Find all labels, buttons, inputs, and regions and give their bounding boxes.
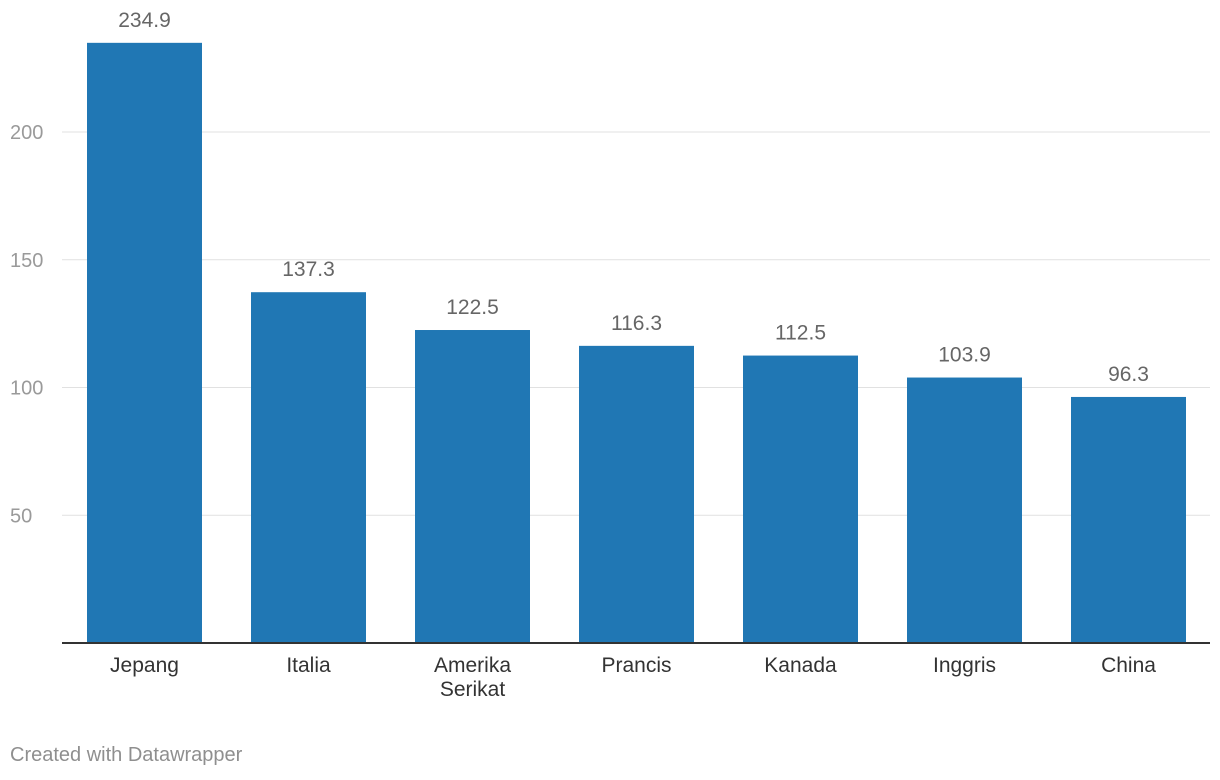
y-tick-label: 200: [10, 122, 43, 144]
category-label: Amerika Serikat: [434, 654, 511, 701]
value-label: 116.3: [611, 312, 662, 335]
bar: [579, 345, 694, 643]
value-label: 137.3: [282, 258, 335, 281]
category-label: China: [1101, 654, 1156, 677]
value-label: 234.9: [118, 9, 171, 32]
value-label: 103.9: [938, 344, 991, 367]
value-label: 96.3: [1108, 363, 1149, 386]
bar: [415, 330, 530, 643]
bar: [907, 377, 1022, 643]
value-label: 122.5: [446, 296, 499, 319]
credit-text: Created with Datawrapper: [10, 744, 243, 766]
y-tick-label: 150: [10, 250, 43, 272]
bar: [251, 292, 366, 643]
value-label: 112.5: [775, 322, 826, 345]
bar: [87, 42, 202, 643]
category-label: Prancis: [601, 654, 671, 677]
category-label: Inggris: [933, 654, 996, 677]
category-label: Kanada: [764, 654, 837, 677]
category-label: Jepang: [110, 654, 179, 677]
y-tick-label: 50: [10, 505, 32, 527]
bar: [1071, 396, 1186, 643]
category-label: Italia: [286, 654, 331, 677]
y-tick-label: 100: [10, 378, 43, 400]
bar: [743, 355, 858, 643]
